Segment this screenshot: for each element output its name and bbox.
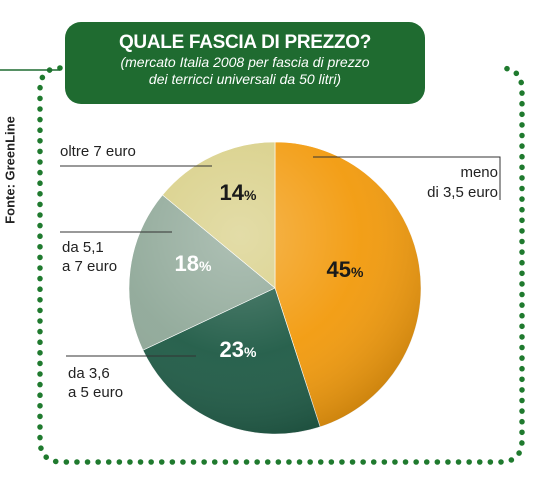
pct-label-meno: 45% [327,257,364,283]
source-note: Fonte: GreenLine [0,100,20,240]
slice-label-da36: da 3,6 a 5 euro [68,364,123,402]
slice-label-da36-line-2: a 5 euro [68,384,124,401]
pie-shine [129,142,421,434]
slice-label-meno-2: di 3,5 euro [400,183,498,202]
slice-label-da51: da 5,1 a 7 euro [62,238,117,276]
chart-title: QUALE FASCIA DI PREZZO? [118,32,372,53]
pct-label-oltre: 14% [220,180,257,206]
pct-value-oltre: 14 [219,180,245,205]
pct-value-da36: 23 [219,337,245,362]
leader-line-meno [313,156,501,200]
pct-label-da51: 18% [175,251,212,277]
pct-label-da36: 23% [220,337,257,363]
slice-label-meno-line-1: meno [460,164,498,181]
chart-subtitle-line-2: dei terricci universali da 50 litri) [148,71,342,87]
slice-label-oltre-line-1: oltre 7 euro [60,143,136,160]
pct-sign-da36: % [244,344,257,360]
title-box: QUALE FASCIA DI PREZZO? (mercato Italia … [65,22,425,104]
leader-lines [60,156,501,357]
slice-label-da36-line-1: da 3,6 [68,365,110,382]
pct-value-meno: 45 [326,257,352,282]
slice-label-meno-line-2: di 3,5 euro [427,184,498,201]
slice-label-meno: meno [450,163,498,182]
pct-sign-oltre: % [244,187,257,203]
dotted-border [37,65,525,465]
slice-label-da51-line-2: a 7 euro [62,258,118,275]
pct-value-da51: 18 [174,251,200,276]
slice-label-da51-line-1: da 5,1 [62,239,104,256]
slice-label-oltre: oltre 7 euro [60,142,136,161]
source-text: Fonte: GreenLine [2,116,18,224]
pct-sign-meno: % [351,264,364,280]
pct-sign-da51: % [199,258,212,274]
chart-subtitle-line-1: (mercato Italia 2008 per fascia di prezz… [120,54,370,70]
